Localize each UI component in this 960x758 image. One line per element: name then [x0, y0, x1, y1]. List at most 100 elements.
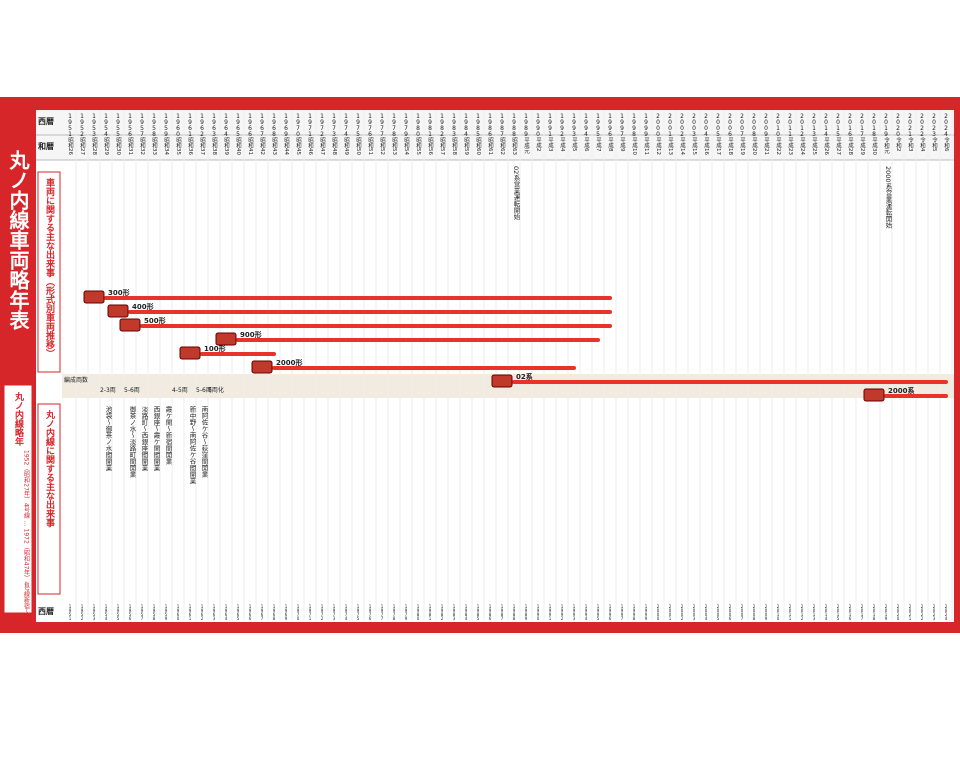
era: 昭和53: [391, 137, 398, 156]
car-name: 900形: [240, 330, 262, 339]
year: 1955: [115, 113, 122, 137]
year-bottom: 1996: [608, 604, 613, 620]
year-bottom: 2002: [680, 604, 685, 620]
year: 2021: [907, 113, 914, 137]
year: 2017: [859, 113, 866, 137]
year-bottom: 1987: [500, 604, 505, 620]
year-bottom: 2018: [872, 604, 877, 620]
era: 平成24: [799, 137, 806, 156]
year: 1972: [319, 113, 326, 137]
era: 平成22: [775, 137, 782, 155]
era: 平成17: [715, 137, 722, 156]
year: 1951: [67, 113, 74, 137]
era: 令和元: [883, 136, 890, 155]
year-bottom: 1971: [308, 604, 313, 620]
era: 平成16: [703, 137, 710, 156]
year: 1960: [175, 113, 182, 137]
year: 2003: [691, 113, 698, 137]
era: 昭和37: [199, 137, 206, 156]
era: 平成27: [835, 137, 842, 156]
era: 昭和61: [487, 137, 494, 155]
year: 1967: [259, 113, 266, 137]
era: 平成28: [847, 137, 854, 156]
year-bottom: 1951: [68, 604, 73, 620]
formation: 5-6両: [124, 387, 140, 394]
year-bottom: 1984: [464, 604, 469, 620]
year-bottom: 2013: [812, 604, 817, 620]
era: 昭和46: [307, 137, 314, 156]
era: 平成12: [655, 137, 662, 155]
era: 平成3: [547, 137, 554, 152]
year-bottom: 1961: [188, 604, 193, 620]
year-bottom: 1980: [416, 604, 421, 620]
car-name: 2000系: [888, 386, 914, 395]
year: 2014: [823, 113, 830, 137]
year: 1963: [211, 113, 218, 137]
year: 1956: [127, 113, 134, 137]
year-bottom: 2003: [692, 604, 697, 620]
era: 令和2: [895, 136, 902, 152]
year-bottom: 1985: [476, 604, 481, 620]
year-bottom: 1997: [620, 604, 625, 620]
era: 平成5: [571, 137, 578, 152]
year-bottom: 2010: [776, 604, 781, 620]
year-bottom: 2019: [884, 604, 889, 620]
era: 昭和43: [271, 137, 278, 156]
year: 1977: [379, 113, 386, 137]
era: 昭和40: [235, 137, 242, 156]
era: 昭和49: [343, 137, 350, 156]
year: 2008: [751, 113, 758, 137]
year: 2004: [703, 113, 710, 137]
era: 令和6: [943, 136, 950, 152]
year: 1994: [583, 113, 590, 137]
year-bottom: 1974: [344, 604, 349, 620]
era: 昭和52: [379, 137, 386, 155]
year-label-bottom: 西暦: [38, 607, 54, 616]
year: 1992: [559, 113, 566, 137]
year: 2006: [727, 113, 734, 137]
year: 2016: [847, 113, 854, 137]
year-bottom: 1960: [176, 604, 181, 620]
year-bottom: 1972: [320, 604, 325, 620]
era: 令和3: [907, 136, 914, 152]
year: 1973: [331, 113, 338, 137]
era: 昭和39: [223, 137, 230, 156]
year: 1958: [151, 113, 158, 137]
title: 丸ノ内線車両略年表: [6, 150, 30, 331]
year-bottom: 1970: [296, 604, 301, 620]
era-label: 和暦: [38, 141, 54, 151]
year: 1981: [427, 113, 434, 137]
year: 2000: [655, 113, 662, 137]
era: 平成9: [619, 137, 626, 152]
era: 昭和28: [91, 137, 98, 156]
era: 昭和57: [439, 137, 446, 156]
year: 1970: [295, 113, 302, 137]
year-bottom: 1967: [260, 604, 265, 620]
era: 昭和50: [355, 137, 362, 156]
era: 昭和35: [175, 137, 182, 156]
year: 2007: [739, 113, 746, 137]
year-bottom: 1964: [224, 604, 229, 620]
year-bottom: 2014: [824, 604, 829, 620]
car-name: 400形: [132, 302, 154, 311]
era: 平成4: [559, 137, 566, 152]
car-icon: [251, 360, 273, 374]
car-name: 100形: [204, 344, 226, 353]
era: 平成2: [535, 137, 542, 152]
year-bottom: 1979: [404, 604, 409, 620]
event: 淡路町〜西銀座間開業: [140, 406, 148, 472]
era: 昭和51: [367, 137, 374, 155]
summary-text: 1952（昭和27年）4号線 … 1972（昭和47年）4号線新宿〜荻窪: [23, 450, 30, 629]
year-bottom: 1976: [368, 604, 373, 620]
year-bottom: 2000: [656, 604, 661, 620]
era: 昭和38: [211, 137, 218, 156]
year: 1997: [619, 113, 626, 137]
era: 昭和48: [331, 137, 338, 156]
year-bottom: 1991: [548, 604, 553, 620]
year-bottom: 1986: [488, 604, 493, 620]
year: 1996: [607, 113, 614, 137]
year: 1989: [523, 113, 530, 137]
era: 平成7: [595, 137, 602, 152]
year-bottom: 1982: [440, 604, 445, 620]
year: 1991: [547, 113, 554, 137]
